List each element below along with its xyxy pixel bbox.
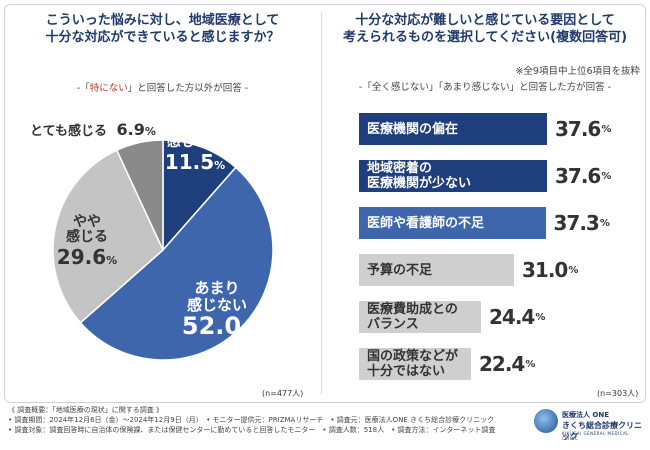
bar-label-4-line2: バランス	[367, 317, 419, 332]
bar-value-0-unit: %	[601, 123, 612, 135]
bar-value-4: 24.4%	[489, 301, 545, 333]
bar-value-4-unit: %	[535, 311, 546, 323]
clinic-logo: 医療法人 ONE きくち総合診療クリニック KIKUCHI GENERAL ME…	[534, 407, 644, 445]
footer-line3: • 調査対象：調査回答時に自治体の保険課、または保健センターに勤めていると回答し…	[8, 426, 496, 434]
logo-line1: 医療法人 ONE	[562, 411, 610, 419]
right-panel-title: 十分な対応が難しいと感じている要因として 考えられるものを選択してください(複数…	[328, 12, 642, 46]
bar-label-0-line1: 医療機関の偏在	[367, 121, 459, 137]
left-note-post: 」と回答した方以外が回答 -	[127, 83, 249, 94]
bar-value-1: 37.6%	[555, 160, 611, 192]
bar-value-2: 37.3%	[554, 207, 610, 239]
bar-label-2: 医師や看護師の不足	[367, 207, 484, 239]
left-panel-note: -「特にない」と回答した方以外が回答 -	[10, 80, 315, 94]
left-title-line1: こういった悩みに対し、地域医療として	[45, 13, 280, 28]
pie-label-amari-line2: 感じない	[186, 295, 247, 314]
bar-label-4: 医療費助成との バランス	[367, 301, 458, 333]
bar-label-4-line1: 医療費助成との	[367, 302, 458, 317]
pie-label-totemo: とても感じる 6.9%	[30, 121, 160, 139]
bar-label-0: 医療機関の偏在	[367, 113, 458, 145]
bar-value-5-unit: %	[525, 358, 536, 370]
pie-label-yaya-line1: やや	[73, 214, 101, 230]
bar-label-1: 地域密着の 医療機関が少ない	[367, 160, 471, 192]
pie-label-amari-line1: あまり	[194, 279, 240, 297]
pie-label-amari: あまり 感じない 52.0%	[172, 280, 262, 339]
logo-line3: KIKUCHI GENERAL MEDICAL CLINIC	[562, 431, 629, 441]
panel-divider	[321, 12, 322, 394]
bar-label-5: 国の政策などが 十分ではない	[367, 348, 458, 380]
left-sample-size: (n=477人)	[262, 389, 304, 398]
pie-value-totemo: 6.9	[116, 120, 145, 139]
left-note-pre: -「	[76, 83, 90, 94]
pie-label-zenku-line2: 感じない	[167, 134, 223, 151]
bar-value-5: 22.4%	[479, 348, 535, 380]
right-sample-size: (n=303人)	[597, 389, 639, 398]
bar-label-5-line1: 国の政策などが	[367, 349, 459, 364]
footer-line2: • 調査期間：2024年12月6日（金）〜2024年12月9日（月） • モニタ…	[8, 416, 495, 424]
right-title-line1: 十分な対応が難しいと感じている要因として	[355, 13, 615, 28]
pie-label-yaya-line2: 感じる	[66, 229, 108, 246]
right-panel-note1: ※全9項目中上位6項目を抜粋	[515, 66, 640, 77]
bar-label-2-line1: 医師や看護師の不足	[367, 215, 485, 231]
bar-4: 医療費助成との バランス	[359, 301, 481, 333]
clinic-globe-icon	[534, 409, 558, 433]
bar-2: 医師や看護師の不足	[359, 207, 546, 239]
footer-line1: 《 調査概要：「地域医療の現状」に関する調査 》	[8, 406, 163, 414]
bar-label-3-line1: 予算の不足	[367, 262, 433, 278]
bar-0: 医療機関の偏在	[359, 113, 547, 145]
bar-value-2-unit: %	[599, 217, 610, 229]
left-panel-title: こういった悩みに対し、地域医療として 十分な対応ができていると感じますか？	[10, 12, 315, 46]
pie-unit-amari: %	[241, 324, 253, 337]
pie-label-yaya: やや 感じる 29.6%	[52, 214, 122, 269]
bar-value-0: 37.6%	[555, 113, 611, 145]
bar-3: 予算の不足	[359, 254, 514, 286]
bar-value-5-num: 22.4	[479, 352, 525, 376]
left-note-quote: 特にない	[89, 83, 128, 94]
bar-value-2-num: 37.3	[553, 211, 600, 235]
bar-value-3-num: 31.0	[522, 258, 568, 282]
pie-unit-zenku: %	[214, 158, 226, 172]
pie-value-zenku: 11.5	[164, 149, 215, 174]
pie-unit-yaya: %	[106, 253, 118, 267]
right-panel-note2: -「全く感じない」「あまり感じない」と回答した方が回答 -	[358, 82, 612, 93]
bar-value-1-num: 37.6	[555, 164, 601, 188]
bar-label-1-line1: 地域密着の	[367, 161, 433, 176]
bar-value-3-unit: %	[568, 264, 579, 276]
pie-label-totemo-text: とても感じる	[30, 124, 107, 139]
bar-value-4-num: 24.4	[489, 305, 535, 329]
bar-value-3: 31.0%	[522, 254, 578, 286]
bar-label-1-line2: 医療機関が少ない	[367, 176, 472, 191]
survey-footer: 《 調査概要：「地域医療の現状」に関する調査 》 • 調査期間：2024年12月…	[8, 405, 495, 435]
pie-label-zenku: 全く 感じない 11.5%	[160, 119, 230, 174]
pie-value-yaya: 29.6	[56, 244, 107, 269]
pie-label-zenku-line1: 全く	[181, 119, 209, 135]
logo-line2: きくち総合診療クリニック	[562, 421, 642, 441]
bar-value-1-unit: %	[601, 170, 612, 182]
right-title-line2: 考えられるものを選択してください(複数回答可)	[342, 30, 628, 45]
bar-5: 国の政策などが 十分ではない	[359, 348, 471, 380]
bar-value-0-num: 37.6	[555, 117, 601, 141]
pie-unit-totemo: %	[144, 125, 156, 138]
pie-value-amari: 52.0	[181, 312, 242, 340]
bar-label-5-line2: 十分ではない	[367, 364, 446, 379]
bar-1: 地域密着の 医療機関が少ない	[359, 160, 547, 192]
left-title-line2: 十分な対応ができていると感じますか？	[45, 30, 280, 45]
bar-label-3: 予算の不足	[367, 254, 432, 286]
